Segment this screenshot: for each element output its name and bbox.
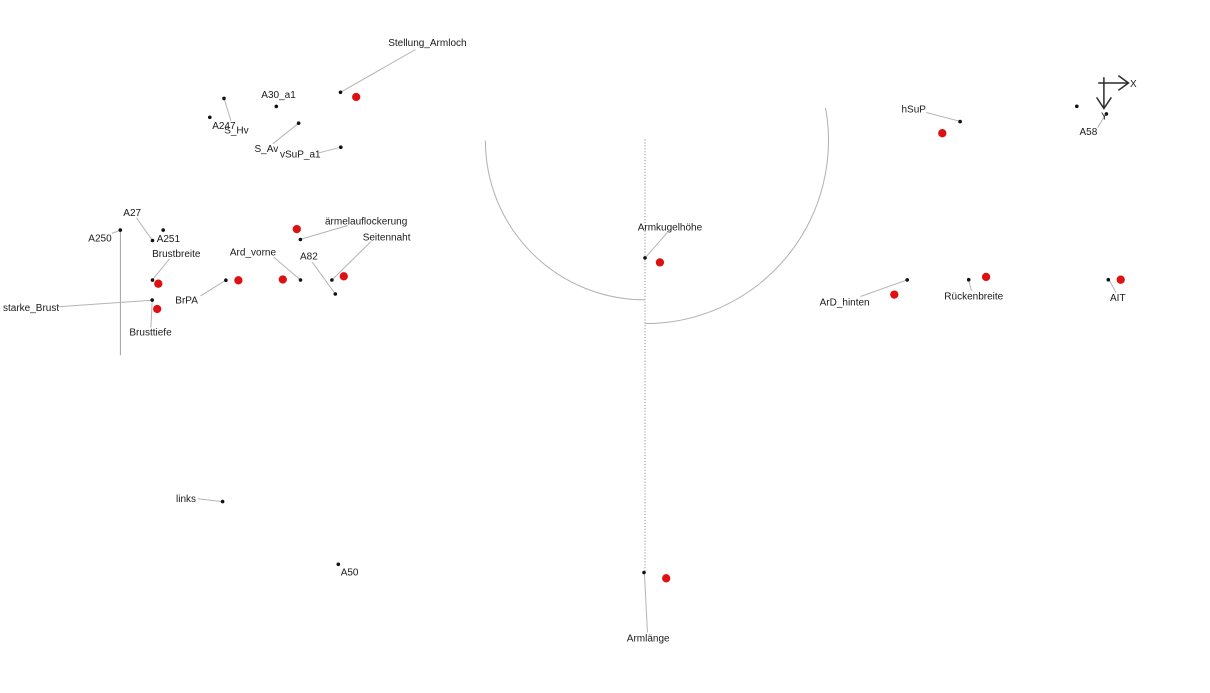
svg-text:Armkugelhöhe: Armkugelhöhe	[638, 223, 703, 234]
svg-text:ärmelauflockerung: ärmelauflockerung	[325, 217, 407, 228]
svg-text:S_Hv: S_Hv	[224, 126, 248, 137]
svg-text:Y: Y	[1101, 112, 1108, 123]
svg-text:Stellung_Armloch: Stellung_Armloch	[388, 38, 466, 49]
svg-text:A247: A247	[212, 121, 236, 132]
svg-text:A250: A250	[88, 233, 112, 244]
svg-text:starke_Brust: starke_Brust	[3, 303, 59, 314]
svg-text:links: links	[176, 494, 196, 505]
svg-text:A30_a1: A30_a1	[261, 90, 296, 101]
svg-text:AIT: AIT	[1110, 293, 1126, 304]
svg-text:A50: A50	[341, 568, 359, 579]
svg-text:A58: A58	[1080, 127, 1098, 138]
svg-text:BrPA: BrPA	[175, 296, 198, 307]
svg-text:Ard_vorne: Ard_vorne	[230, 247, 277, 258]
svg-text:vSuP_a1: vSuP_a1	[280, 149, 321, 160]
svg-text:Seitennaht: Seitennaht	[363, 233, 411, 244]
svg-text:Armlänge: Armlänge	[627, 634, 670, 645]
svg-text:A82: A82	[300, 251, 318, 262]
svg-text:Brustbreite: Brustbreite	[152, 249, 201, 260]
svg-text:hSuP: hSuP	[902, 105, 927, 116]
svg-text:Rückenbreite: Rückenbreite	[944, 292, 1003, 303]
svg-text:A251: A251	[157, 234, 181, 245]
svg-text:S_Av: S_Av	[255, 144, 279, 155]
svg-text:A27: A27	[123, 208, 141, 219]
svg-text:Brusttiefe: Brusttiefe	[129, 328, 172, 339]
svg-text:ArD_hinten: ArD_hinten	[820, 297, 870, 308]
svg-text:X: X	[1130, 79, 1137, 90]
